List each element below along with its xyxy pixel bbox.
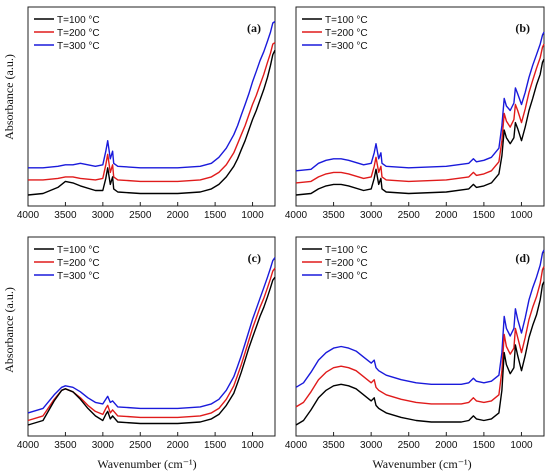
x-tick-label: 3000 [92,210,115,221]
series-line-t200 [295,266,545,408]
panel-label: (a) [247,21,261,35]
x-tick-label: 1000 [510,210,533,221]
x-tick-label: 4000 [17,210,40,221]
x-tick-label: 1000 [510,440,533,451]
x-tick-label: 2500 [129,210,152,221]
legend-label: T=300 °C [325,41,368,52]
x-tick-label: 1500 [204,210,227,221]
panel-b: 4000 3500 3000 2500 2000 1500 1000 T=100 °C T=20… [285,6,545,221]
x-tick-label: 1500 [473,440,496,451]
series-line-t300 [27,257,276,414]
series-line-t300 [295,31,545,172]
series-line-t100 [295,281,545,426]
x-tick-label: 2000 [435,440,458,451]
plot-frame [27,6,276,207]
panel-c: 4000 3500 3000 2500 2000 1500 1000 T=100 °C T=20… [17,236,276,451]
legend-label: T=100 °C [57,245,100,256]
y-axis-label-bottom: Absorbance (a.u.) [2,287,16,373]
x-tick-label: 4000 [17,440,40,451]
panel-label: (d) [515,251,530,265]
x-tick-label: 3500 [322,440,345,451]
x-tick-label: 3500 [54,210,77,221]
plot-frame [295,6,545,207]
series-line-t100 [295,58,545,196]
x-axis-label-left: Wavenumber (cm⁻¹) [97,457,196,471]
legend-label: T=300 °C [325,271,368,282]
x-tick-label: 1500 [473,210,496,221]
x-tick-label: 3000 [360,210,383,221]
x-tick-label: 1500 [204,440,227,451]
x-tick-label: 2500 [398,210,421,221]
plot-frame [295,236,545,437]
y-axis-label-top: Absorbance (a.u.) [2,54,16,140]
legend-label: T=100 °C [325,15,368,26]
x-tick-label: 2000 [167,440,190,451]
series-line-t100 [27,276,276,426]
x-tick-label: 3500 [322,210,345,221]
legend-label: T=300 °C [57,41,100,52]
series-line-t200 [27,267,276,422]
x-tick-label: 2500 [129,440,152,451]
x-tick-label: 2000 [167,210,190,221]
x-tick-label: 3500 [54,440,77,451]
series-line-t300 [28,20,276,169]
series-line-t300 [295,249,545,388]
x-tick-label: 2500 [398,440,421,451]
legend-label: T=200 °C [57,258,100,269]
x-tick-label: 4000 [285,440,308,451]
x-tick-label: 1000 [241,210,264,221]
panel-label: (b) [515,21,530,35]
legend-label: T=200 °C [57,28,100,39]
legend-label: T=100 °C [325,245,368,256]
legend-label: T=300 °C [57,271,100,282]
panel-a: 4000 3500 3000 2500 2000 1500 1000 T=100 °C T=20… [17,6,276,221]
legend-label: T=200 °C [325,28,368,39]
series-line-t200 [295,43,545,184]
panels-group: 4000 3500 3000 2500 2000 1500 1000 T=100 °C T=20… [17,6,545,451]
x-tick-label: 3000 [92,440,115,451]
x-tick-label: 3000 [360,440,383,451]
x-tick-label: 2000 [435,210,458,221]
legend-label: T=200 °C [325,258,368,269]
x-axis-label-right: Wavenumber (cm⁻¹) [372,457,471,471]
plot-frame [27,236,276,437]
legend-label: T=100 °C [57,15,100,26]
panel-label: (c) [248,251,261,265]
series-line-t200 [28,42,276,183]
panel-d: 4000 3500 3000 2500 2000 1500 1000 T=100 °C T=20… [285,236,545,451]
x-tick-label: 1000 [241,440,264,451]
series-line-t100 [27,49,276,196]
x-tick-label: 4000 [285,210,308,221]
